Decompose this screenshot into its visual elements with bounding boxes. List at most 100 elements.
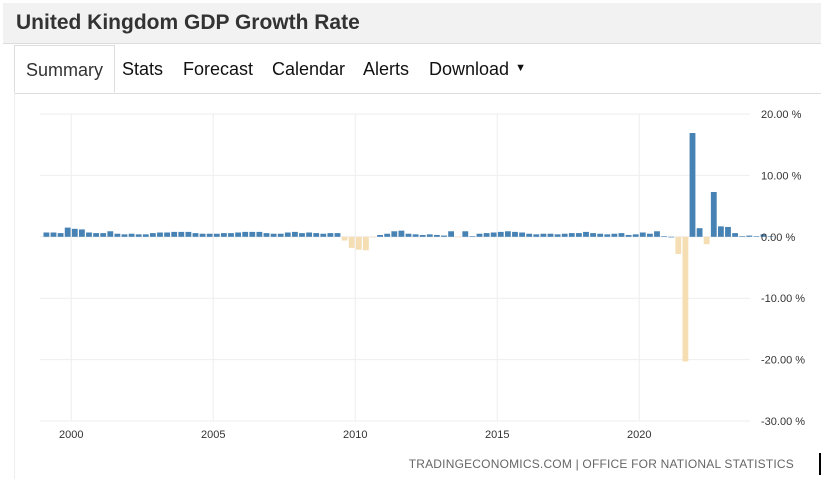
bar[interactable] (483, 233, 490, 237)
bar[interactable] (455, 236, 462, 238)
bar[interactable] (43, 232, 50, 237)
bar[interactable] (462, 231, 469, 237)
bar[interactable] (334, 233, 341, 237)
bar[interactable] (604, 234, 611, 237)
bar[interactable] (519, 232, 525, 237)
bar[interactable] (753, 236, 760, 237)
bar[interactable] (412, 234, 419, 237)
bar[interactable] (441, 235, 447, 237)
bar[interactable] (575, 233, 582, 237)
bar[interactable] (128, 233, 135, 237)
bar[interactable] (86, 232, 92, 237)
bar[interactable] (611, 233, 618, 237)
bar[interactable] (746, 235, 753, 237)
bar[interactable] (114, 233, 121, 237)
bar[interactable] (121, 234, 128, 237)
bar[interactable] (504, 231, 511, 237)
bar[interactable] (732, 233, 738, 237)
bar[interactable] (78, 229, 85, 237)
bar[interactable] (433, 234, 440, 237)
bar[interactable] (178, 231, 185, 237)
bar[interactable] (313, 233, 320, 237)
bar[interactable] (355, 236, 362, 250)
bar[interactable] (668, 236, 675, 238)
bar[interactable] (370, 236, 376, 238)
bar[interactable] (228, 233, 234, 237)
bar[interactable] (362, 236, 369, 251)
tab-download[interactable]: Download ▼ (429, 45, 526, 93)
bar[interactable] (64, 227, 71, 237)
bar[interactable] (426, 234, 433, 237)
tab-forecast[interactable]: Forecast (183, 59, 254, 79)
bar[interactable] (547, 233, 554, 237)
bar[interactable] (682, 236, 689, 362)
bar[interactable] (199, 233, 206, 237)
bar[interactable] (249, 231, 256, 237)
bar[interactable] (597, 233, 604, 237)
bar[interactable] (654, 231, 660, 237)
bar[interactable] (171, 231, 178, 237)
bar[interactable] (618, 233, 625, 237)
bar[interactable] (71, 228, 78, 237)
bar[interactable] (142, 234, 149, 237)
bar[interactable] (689, 133, 696, 237)
bar[interactable] (348, 236, 355, 248)
tab-alerts[interactable]: Alerts (363, 59, 410, 79)
bar[interactable] (93, 233, 99, 237)
bar[interactable] (100, 233, 107, 237)
bar[interactable] (661, 236, 667, 237)
bar[interactable] (696, 228, 703, 237)
bar[interactable] (639, 232, 646, 237)
bar[interactable] (632, 234, 639, 237)
bar[interactable] (526, 233, 533, 237)
bar[interactable] (284, 232, 291, 237)
bar[interactable] (405, 233, 412, 237)
bar[interactable] (419, 234, 426, 237)
bar[interactable] (149, 233, 156, 237)
bar[interactable] (625, 234, 632, 237)
bar[interactable] (391, 231, 398, 237)
bar[interactable] (561, 233, 568, 237)
bar[interactable] (206, 233, 213, 237)
bar[interactable] (469, 236, 476, 237)
bar[interactable] (554, 234, 561, 237)
bar[interactable] (512, 231, 518, 237)
bar[interactable] (710, 191, 717, 237)
bar[interactable] (717, 226, 724, 237)
bar[interactable] (476, 233, 483, 237)
bar[interactable] (164, 232, 170, 237)
bar[interactable] (185, 231, 192, 237)
bar[interactable] (57, 233, 64, 237)
tab-stats[interactable]: Stats (122, 59, 164, 79)
bar[interactable] (568, 233, 575, 237)
bar[interactable] (157, 232, 163, 237)
bar[interactable] (398, 230, 405, 237)
bar[interactable] (135, 234, 142, 237)
bar[interactable] (320, 233, 327, 237)
bar[interactable] (675, 236, 682, 254)
bar[interactable] (725, 226, 731, 237)
bar[interactable] (299, 233, 305, 237)
bar[interactable] (646, 233, 653, 237)
bar[interactable] (291, 231, 298, 237)
bar[interactable] (242, 231, 249, 237)
bar[interactable] (767, 236, 774, 237)
bar[interactable] (739, 236, 746, 237)
bar[interactable] (213, 233, 220, 237)
bar[interactable] (760, 234, 767, 237)
bar[interactable] (235, 232, 241, 237)
bar[interactable] (50, 232, 57, 237)
bar[interactable] (590, 233, 596, 237)
bar[interactable] (192, 233, 199, 237)
bar[interactable] (540, 233, 547, 237)
bar[interactable] (277, 233, 284, 237)
bar[interactable] (377, 234, 383, 237)
bar[interactable] (384, 233, 391, 237)
bar[interactable] (341, 236, 348, 241)
bar[interactable] (583, 231, 589, 237)
bar[interactable] (256, 231, 263, 237)
bar[interactable] (306, 232, 312, 237)
bar[interactable] (497, 231, 504, 237)
bar[interactable] (107, 231, 114, 237)
tab-calendar[interactable]: Calendar (272, 59, 346, 79)
